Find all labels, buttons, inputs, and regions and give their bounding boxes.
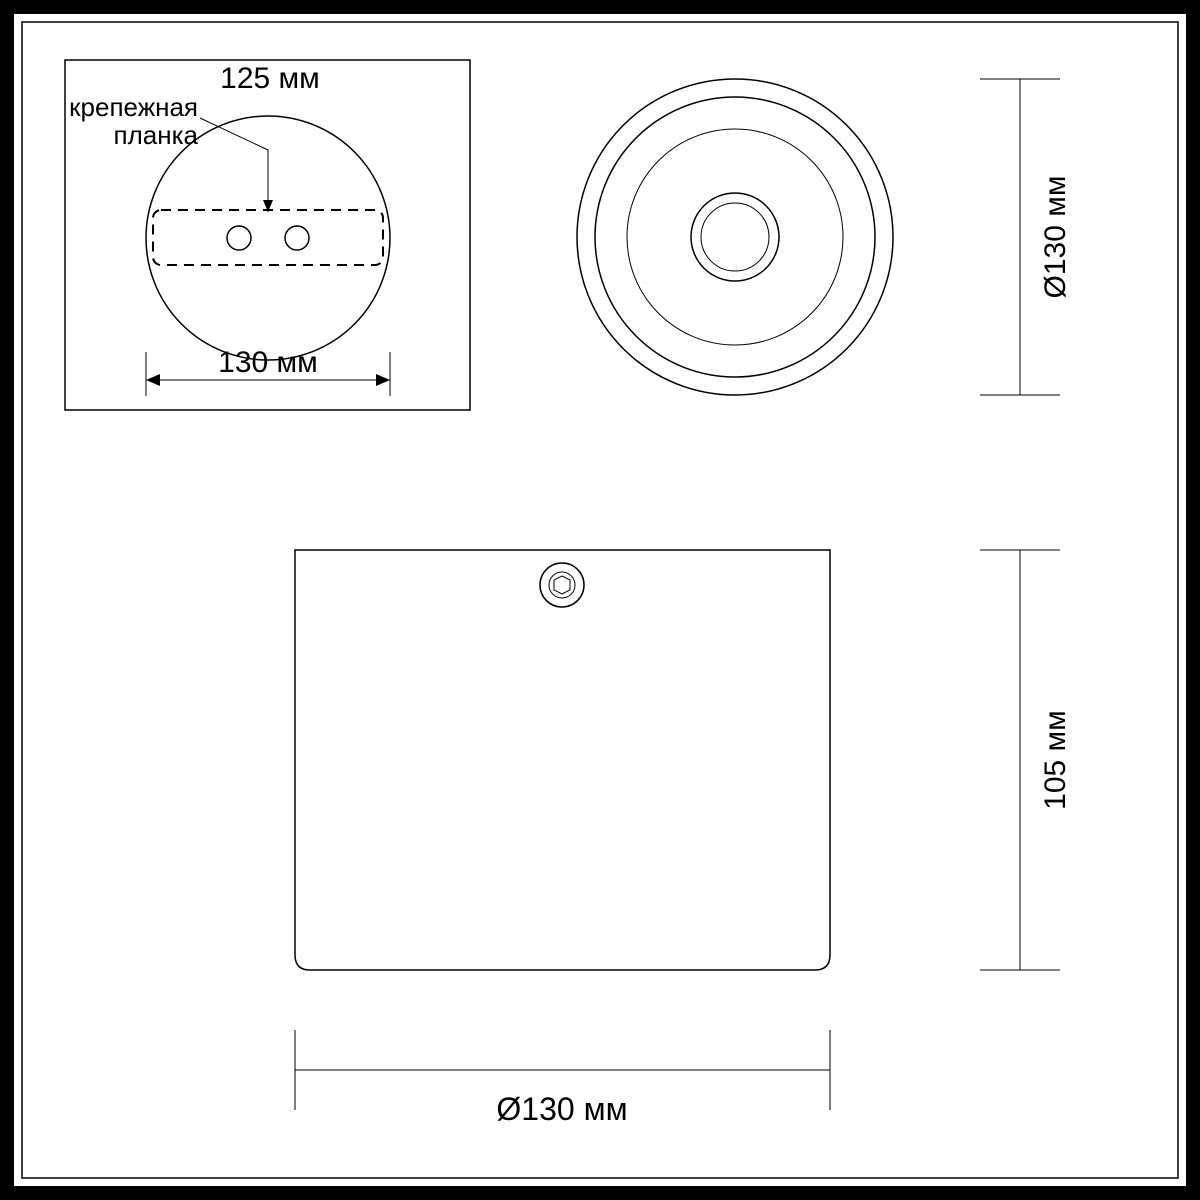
side-width-label: Ø130 мм — [496, 1091, 627, 1127]
mounting-plate-label-1: крепежная — [69, 92, 198, 122]
mounting-plate-label-2: планка — [114, 120, 199, 150]
side-height-label: 105 мм — [1039, 710, 1072, 810]
side-view — [295, 550, 830, 970]
detail-width-label: 125 мм — [220, 62, 320, 95]
top-view — [577, 79, 893, 395]
top-diameter-label: Ø130 мм — [1039, 176, 1072, 299]
detail-diameter-label: 130 мм — [218, 346, 318, 379]
